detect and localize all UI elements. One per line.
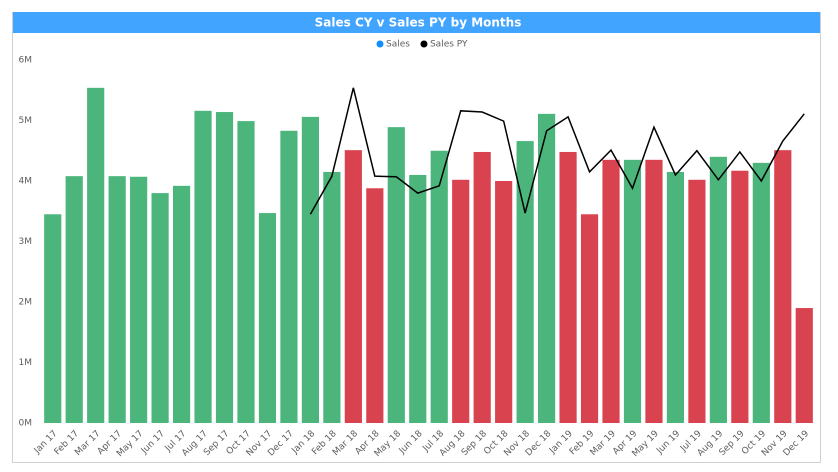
bar bbox=[752, 162, 770, 423]
bar bbox=[602, 159, 620, 423]
bar bbox=[87, 87, 105, 423]
chart-title: Sales CY v Sales PY by Months bbox=[315, 16, 522, 30]
bar bbox=[215, 112, 234, 423]
bar bbox=[172, 185, 191, 423]
y-tick-label: 5M bbox=[19, 116, 33, 126]
bar bbox=[795, 308, 813, 423]
bar bbox=[731, 170, 749, 423]
legend-label: Sales PY bbox=[430, 40, 468, 50]
bar bbox=[44, 214, 62, 423]
bar bbox=[194, 110, 212, 423]
bar bbox=[387, 127, 405, 423]
bar bbox=[65, 176, 83, 423]
y-tick-label: 3M bbox=[19, 237, 33, 247]
legend-marker bbox=[420, 40, 428, 48]
bar bbox=[430, 150, 448, 423]
bar bbox=[495, 181, 513, 423]
title-bar bbox=[13, 12, 820, 33]
bar bbox=[516, 141, 534, 423]
y-tick-label: 6M bbox=[19, 56, 33, 66]
bar bbox=[151, 193, 169, 423]
bar bbox=[623, 159, 642, 423]
bar bbox=[538, 113, 556, 423]
legend-label: Sales bbox=[386, 40, 410, 50]
bar bbox=[774, 150, 792, 423]
bar bbox=[237, 121, 255, 423]
bar bbox=[108, 176, 126, 423]
bar bbox=[344, 150, 362, 423]
bar bbox=[645, 159, 663, 423]
bar bbox=[323, 171, 341, 423]
line bbox=[309, 87, 805, 215]
bar bbox=[366, 188, 384, 423]
bar bbox=[301, 116, 319, 424]
bar bbox=[130, 176, 148, 423]
y-tick-label: 2M bbox=[19, 298, 33, 308]
bar bbox=[580, 214, 599, 423]
bar bbox=[473, 151, 491, 423]
bar bbox=[452, 179, 470, 423]
bar bbox=[258, 213, 277, 423]
bar bbox=[409, 174, 427, 423]
bar bbox=[280, 130, 298, 423]
y-tick-label: 1M bbox=[19, 358, 33, 368]
y-tick-label: 0M bbox=[19, 419, 33, 429]
bar bbox=[688, 179, 706, 423]
bar bbox=[559, 151, 577, 423]
y-tick-label: 4M bbox=[19, 177, 33, 187]
legend-marker bbox=[376, 40, 384, 48]
bar bbox=[709, 156, 727, 424]
bar bbox=[666, 171, 685, 423]
